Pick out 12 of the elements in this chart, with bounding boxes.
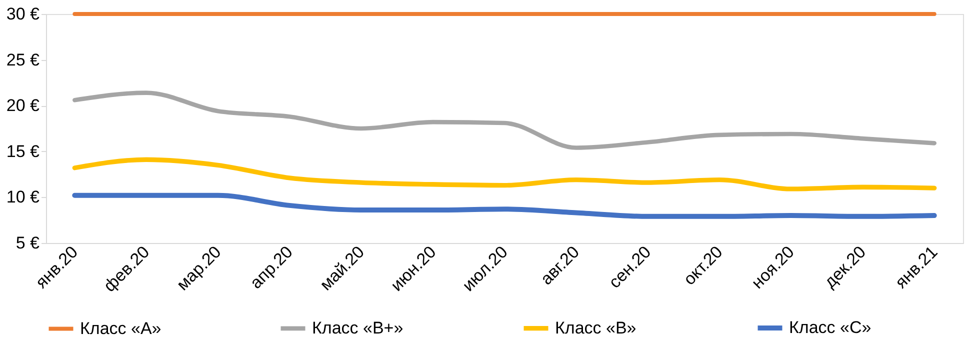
legend-label: Класс «B+» — [312, 318, 404, 338]
y-tick-label: 30 € — [6, 4, 40, 24]
y-tick-label: 25 € — [6, 50, 40, 70]
legend-label: Класс «A» — [80, 318, 162, 338]
line-series — [72, 157, 937, 192]
legend-label: Класс «B» — [555, 318, 636, 338]
y-tick-label: 20 € — [6, 96, 40, 116]
legend-label: Класс «C» — [789, 318, 872, 337]
y-tick-label: 5 € — [16, 234, 40, 252]
line-series — [72, 90, 937, 150]
y-tick-label: 10 € — [6, 188, 40, 207]
y-tick-label: 15 € — [6, 142, 40, 161]
